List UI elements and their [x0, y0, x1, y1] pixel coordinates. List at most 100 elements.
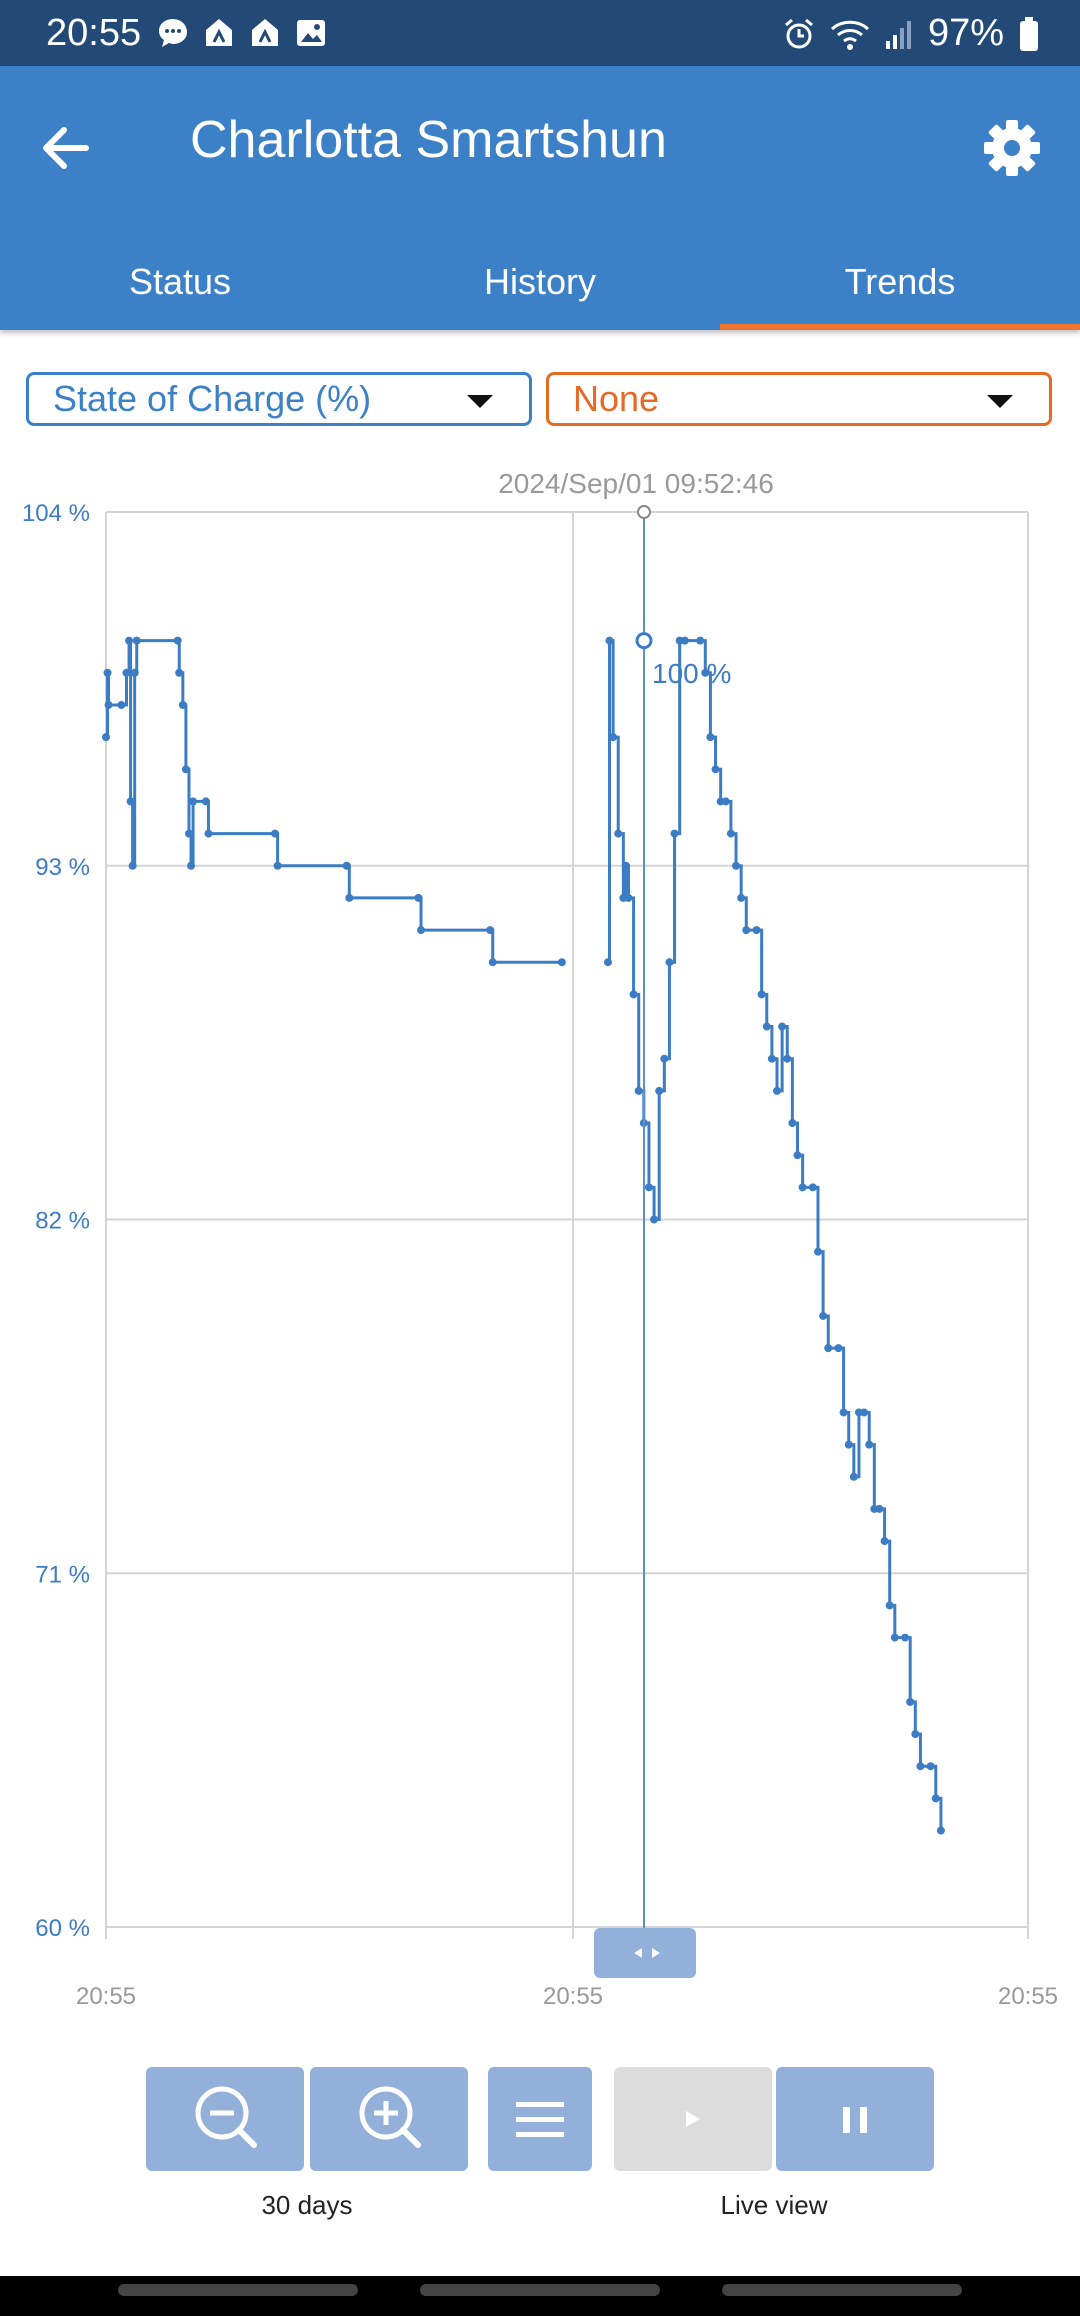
- data-point: [926, 1762, 935, 1771]
- back-button[interactable]: [30, 112, 102, 184]
- nav-handle[interactable]: [118, 2284, 358, 2296]
- settings-button[interactable]: [976, 112, 1048, 184]
- y-tick-label: 93 %: [35, 854, 90, 881]
- pause-button[interactable]: [776, 2067, 934, 2171]
- y-tick-label: 60 %: [35, 1915, 90, 1942]
- data-point: [271, 829, 280, 838]
- system-icons: 97%: [782, 12, 1040, 55]
- data-point: [273, 861, 282, 870]
- battery-percent: 97%: [927, 12, 1004, 54]
- data-point: [104, 700, 113, 709]
- zoom-out-button[interactable]: [146, 2067, 304, 2171]
- trend-chart[interactable]: 104 % 93 % 82 % 71 % 60 % 20:55 20:55 20:55 2024…: [0, 450, 1080, 2030]
- data-point: [808, 1183, 817, 1192]
- data-point: [875, 1504, 884, 1513]
- data-point: [757, 990, 766, 999]
- zoom-in-button[interactable]: [310, 2067, 468, 2171]
- app-icon: [202, 16, 236, 50]
- data-point: [414, 893, 423, 902]
- data-point: [178, 700, 187, 709]
- data-point: [417, 926, 426, 935]
- data-point: [614, 829, 623, 838]
- menu-icon: [516, 2102, 564, 2137]
- data-point: [184, 829, 193, 838]
- play-icon: [686, 2111, 700, 2127]
- menu-button[interactable]: [488, 2067, 592, 2171]
- tab-history[interactable]: History: [483, 261, 596, 302]
- data-point: [901, 1633, 910, 1642]
- y-tick-label: 71 %: [35, 1561, 90, 1588]
- data-point: [655, 1086, 664, 1095]
- data-point: [936, 1826, 945, 1835]
- data-point: [201, 797, 210, 806]
- data-point: [488, 958, 497, 967]
- data-point: [906, 1697, 915, 1706]
- dropdown-arrow-icon: [467, 395, 493, 408]
- y-tick-label: 104 %: [22, 500, 90, 527]
- data-point: [793, 1151, 802, 1160]
- image-icon: [294, 16, 328, 50]
- zoom-in-icon: [359, 2086, 421, 2148]
- data-point: [122, 668, 131, 677]
- data-point: [737, 893, 746, 902]
- data-point: [189, 797, 198, 806]
- data-point: [132, 636, 141, 645]
- status-bar: 20:55 97%: [0, 0, 1080, 66]
- data-point: [839, 1408, 848, 1417]
- data-point: [102, 733, 110, 742]
- data-point: [634, 1086, 643, 1095]
- cursor-handle[interactable]: [594, 1928, 696, 1978]
- data-point: [128, 861, 137, 870]
- dropdown-arrow-icon: [987, 395, 1013, 408]
- data-point: [911, 1730, 920, 1739]
- data-point: [696, 636, 705, 645]
- data-point: [644, 1183, 653, 1192]
- cursor-top-marker: [637, 505, 651, 519]
- y-tick-label: 82 %: [35, 1208, 90, 1235]
- data-point: [624, 893, 633, 902]
- data-point: [130, 668, 139, 677]
- data-point: [670, 829, 679, 838]
- primary-series-value: State of Charge (%): [53, 378, 372, 419]
- play-button[interactable]: [614, 2067, 772, 2171]
- tab-status[interactable]: Status: [128, 261, 232, 302]
- data-point: [175, 668, 184, 677]
- system-nav-bar: [0, 2276, 1080, 2316]
- data-point: [752, 926, 761, 935]
- data-point: [834, 1344, 843, 1353]
- back-arrow-icon: [43, 127, 89, 169]
- data-point: [819, 1311, 828, 1320]
- data-point: [711, 765, 720, 774]
- tab-trends[interactable]: Trends: [720, 240, 1080, 330]
- nav-handle[interactable]: [420, 2284, 660, 2296]
- data-point: [762, 1022, 771, 1031]
- data-point: [680, 636, 689, 645]
- data-point: [665, 958, 674, 967]
- data-point: [783, 1054, 792, 1063]
- data-point: [778, 1022, 787, 1031]
- data-point: [650, 1215, 659, 1224]
- cursor-point-marker: [635, 632, 653, 650]
- data-point: [726, 829, 735, 838]
- data-point: [742, 926, 751, 935]
- x-tick-label: 20:55: [998, 1983, 1058, 2010]
- primary-series-select[interactable]: State of Charge (%): [26, 372, 532, 426]
- gear-icon: [984, 120, 1040, 176]
- data-point: [621, 861, 630, 870]
- data-point: [181, 765, 190, 774]
- data-point: [798, 1183, 807, 1192]
- chat-icon: [156, 16, 190, 50]
- data-point: [173, 636, 182, 645]
- data-point: [603, 958, 612, 967]
- nav-handle[interactable]: [722, 2284, 962, 2296]
- data-point: [342, 861, 351, 870]
- data-point: [609, 733, 618, 742]
- data-point: [890, 1633, 899, 1642]
- secondary-series-select[interactable]: None: [546, 372, 1052, 426]
- cursor-timestamp: 2024/Sep/01 09:52:46: [498, 468, 774, 499]
- zoom-out-icon: [195, 2086, 257, 2148]
- tab-bar: Status History Trends: [0, 240, 1080, 330]
- data-point: [125, 636, 134, 645]
- data-point: [880, 1537, 889, 1546]
- data-point: [732, 861, 741, 870]
